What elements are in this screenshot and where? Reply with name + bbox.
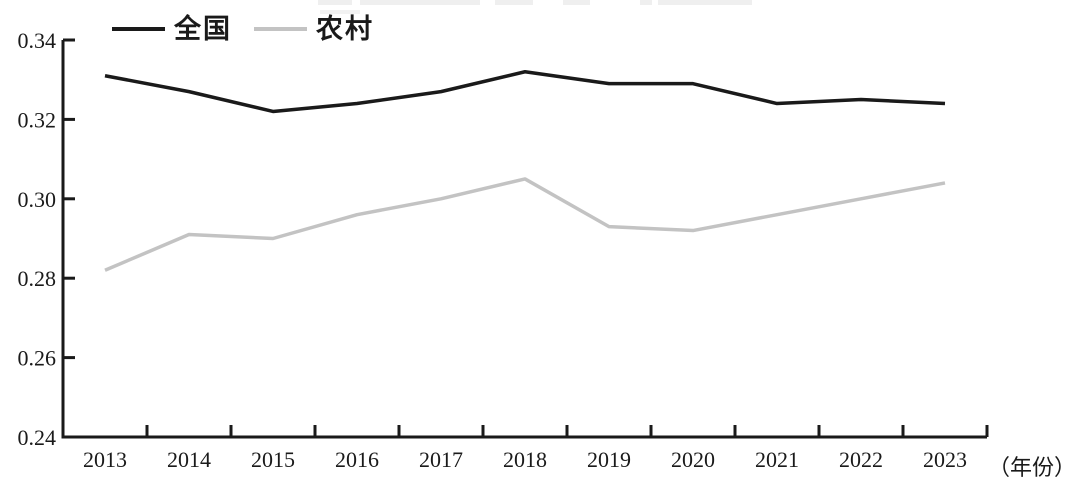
cropped-title-segment bbox=[318, 0, 352, 5]
x-tick-label: 2018 bbox=[503, 447, 547, 472]
x-tick-label: 2014 bbox=[167, 447, 211, 472]
x-tick-label: 2019 bbox=[587, 447, 631, 472]
legend-line-swatch-rural bbox=[254, 27, 307, 31]
cropped-title-segment bbox=[640, 0, 652, 5]
y-tick-label: 0.28 bbox=[18, 266, 57, 291]
legend-item-national: 全国 bbox=[112, 13, 232, 45]
y-tick-label: 0.24 bbox=[18, 425, 57, 450]
x-tick-label: 2021 bbox=[755, 447, 799, 472]
series-line-national bbox=[104, 70, 946, 114]
legend-label-rural: 农村 bbox=[316, 14, 374, 44]
x-tick-label: 2023 bbox=[923, 447, 967, 472]
cropped-title-segment bbox=[495, 0, 533, 5]
x-tick-label: 2017 bbox=[419, 447, 463, 472]
cropped-title-segment bbox=[360, 0, 480, 5]
legend-label-national: 全国 bbox=[174, 14, 232, 44]
x-tick-label: 2020 bbox=[671, 447, 715, 472]
cropped-title-segment bbox=[658, 0, 752, 5]
x-tick-label: 2016 bbox=[335, 447, 379, 472]
cropped-title-fragment bbox=[318, 0, 752, 6]
legend: 全国 农村 bbox=[112, 13, 374, 45]
legend-item-rural: 农村 bbox=[254, 13, 374, 45]
y-tick-label: 0.32 bbox=[18, 107, 57, 132]
x-tick-label: 2013 bbox=[83, 447, 127, 472]
y-tick-label: 0.26 bbox=[18, 346, 57, 371]
series-line-rural bbox=[104, 177, 946, 272]
x-tick-label: 2015 bbox=[251, 447, 295, 472]
x-axis-unit-label: （年份） bbox=[988, 455, 1077, 480]
cropped-title-segment bbox=[320, 10, 360, 14]
y-tick-label: 0.30 bbox=[18, 187, 57, 212]
legend-line-swatch-national bbox=[112, 27, 165, 31]
y-tick-label: 0.34 bbox=[18, 28, 57, 53]
cropped-title-segment bbox=[563, 0, 590, 5]
x-tick-label: 2022 bbox=[839, 447, 883, 472]
